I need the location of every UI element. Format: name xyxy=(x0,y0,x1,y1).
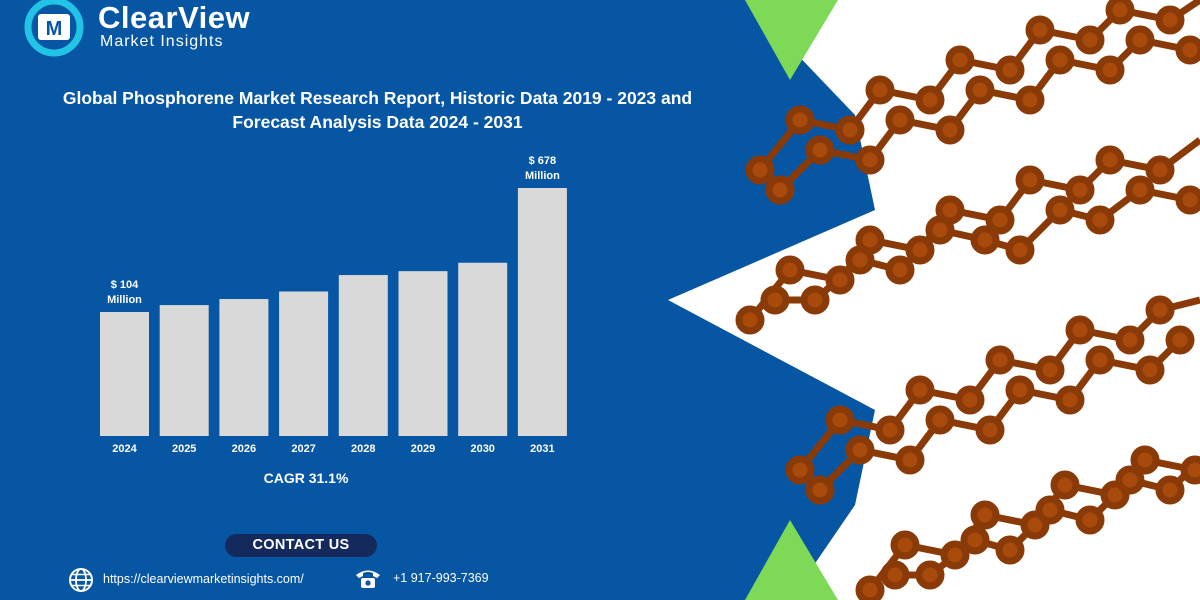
report-title-line-1: Global Phosphorene Market Research Repor… xyxy=(62,88,693,108)
globe-icon xyxy=(69,568,93,592)
x-tick-label-2026: 2026 xyxy=(232,443,256,455)
bar-2025 xyxy=(159,305,209,436)
x-tick-label-2024: 2024 xyxy=(112,443,137,455)
bar-2029 xyxy=(398,271,448,436)
x-tick-label-2027: 2027 xyxy=(291,443,315,455)
phone-number[interactable]: +1 917-993-7369 xyxy=(393,571,489,585)
market-bar-chart: 2024 2025 2026 2027 2028 2029 2030 2031 $ 104 Mil… xyxy=(100,155,567,455)
brand-subtitle: Market Insights xyxy=(100,33,224,50)
svg-text:M: M xyxy=(46,18,63,40)
data-label-value-2024: $ 104 xyxy=(111,279,139,291)
data-label-value-2031: $ 678 xyxy=(529,155,557,167)
telephone-icon xyxy=(356,570,380,588)
bar-2026 xyxy=(219,299,269,436)
brand-name: ClearView xyxy=(98,0,251,35)
data-label-unit-2024: Million xyxy=(107,294,142,306)
x-tick-label-2031: 2031 xyxy=(530,443,554,455)
brand-logo: M ClearView Market Insights xyxy=(24,0,284,58)
report-title: Global Phosphorene Market Research Repor… xyxy=(0,86,755,134)
bar-2028 xyxy=(338,275,388,436)
bar-2030 xyxy=(458,262,508,436)
green-accent-top xyxy=(745,0,838,80)
x-tick-label-2028: 2028 xyxy=(351,443,375,455)
cagr-label: CAGR 31.1% xyxy=(263,470,349,486)
contact-us-button[interactable]: CONTACT US xyxy=(225,534,377,557)
phosphorene-molecule-image xyxy=(735,0,1200,600)
x-tick-label-2025: 2025 xyxy=(172,443,196,455)
bar-2024 xyxy=(100,312,149,436)
x-tick-label-2029: 2029 xyxy=(411,443,435,455)
report-title-line-2: Forecast Analysis Data 2024 - 2031 xyxy=(232,112,523,132)
x-tick-label-2030: 2030 xyxy=(470,443,494,455)
green-accent-bottom xyxy=(745,520,838,600)
clearview-logo-icon: M xyxy=(24,0,84,57)
bar-2031 xyxy=(517,188,567,436)
data-label-unit-2031: Million xyxy=(525,170,560,182)
website-link[interactable]: https://clearviewmarketinsights.com/ xyxy=(103,572,304,586)
bar-2027 xyxy=(279,291,329,436)
